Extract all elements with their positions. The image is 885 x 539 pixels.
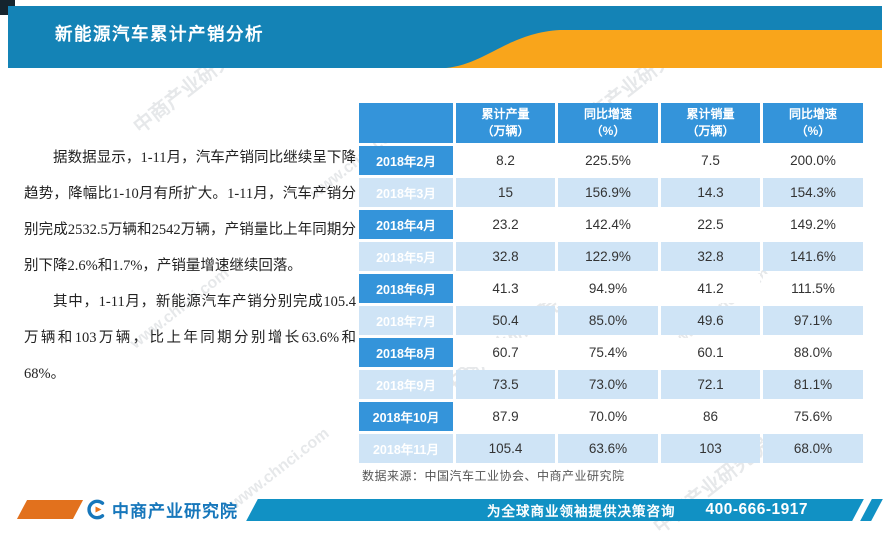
table-row: 2018年2月 8.2 225.5% 7.5 200.0% xyxy=(359,146,863,175)
cell-production: 105.4 xyxy=(456,434,555,463)
row-month-cell: 2018年9月 xyxy=(359,370,453,399)
table-header: 累计产量 （万辆） 同比增速 （%） 累计销量 （万辆） 同比增速 （%） xyxy=(359,103,863,143)
col-label: 累计产量 xyxy=(481,107,530,122)
row-month-cell: 2018年11月 xyxy=(359,434,453,463)
col-header-sales-growth: 同比增速 （%） xyxy=(763,103,863,143)
orange-swoosh xyxy=(446,30,882,68)
cell-sales: 32.8 xyxy=(661,242,760,271)
logo-icon xyxy=(86,499,107,520)
col-header-production: 累计产量 （万辆） xyxy=(456,103,555,143)
cell-sales_growth: 75.6% xyxy=(763,402,863,431)
cell-prod_growth: 85.0% xyxy=(558,306,658,335)
row-month-cell: 2018年5月 xyxy=(359,242,453,271)
table-row: 2018年9月 73.5 73.0% 72.1 81.1% xyxy=(359,370,863,399)
col-unit: （万辆） xyxy=(481,124,530,138)
row-month-cell: 2018年8月 xyxy=(359,338,453,367)
cell-production: 8.2 xyxy=(456,146,555,175)
cell-sales_growth: 200.0% xyxy=(763,146,863,175)
cell-production: 60.7 xyxy=(456,338,555,367)
footer-banner: 为全球商业领袖提供决策咨询 400-666-1917 xyxy=(246,499,864,521)
title-bar: 新能源汽车累计产销分析 xyxy=(8,6,882,68)
cell-sales_growth: 111.5% xyxy=(763,274,863,303)
cell-sales_growth: 97.1% xyxy=(763,306,863,335)
paragraph-1: 据数据显示，1-11月，汽车产销同比继续呈下降趋势，降幅比1-10月有所扩大。1… xyxy=(24,150,356,274)
cell-sales: 7.5 xyxy=(661,146,760,175)
cell-sales: 22.5 xyxy=(661,210,760,239)
footer-orange-shape xyxy=(16,500,84,519)
cell-prod_growth: 122.9% xyxy=(558,242,658,271)
analysis-text: 据数据显示，1-11月，汽车产销同比继续呈下降趋势，降幅比1-10月有所扩大。1… xyxy=(24,140,356,392)
col-label: 同比增速 xyxy=(583,107,632,122)
cell-prod_growth: 225.5% xyxy=(558,146,658,175)
col-label: 同比增速 xyxy=(788,107,837,122)
cell-production: 41.3 xyxy=(456,274,555,303)
logo: 中商产业研究院 xyxy=(86,496,238,522)
table-body: 2018年2月 8.2 225.5% 7.5 200.0% 2018年3月 15 156.9%… xyxy=(359,146,863,463)
footer: 中商产业研究院 为全球商业领袖提供决策咨询 400-666-1917 xyxy=(0,494,885,525)
cell-sales: 103 xyxy=(661,434,760,463)
cell-sales_growth: 68.0% xyxy=(763,434,863,463)
cell-production: 73.5 xyxy=(456,370,555,399)
footer-slogan: 为全球商业领袖提供决策咨询 xyxy=(486,504,676,519)
cell-sales_growth: 149.2% xyxy=(763,210,863,239)
row-month-cell: 2018年7月 xyxy=(359,306,453,335)
cell-sales: 72.1 xyxy=(661,370,760,399)
cell-sales: 41.2 xyxy=(661,274,760,303)
col-label: 累计销量 xyxy=(686,107,735,122)
table-row: 2018年4月 23.2 142.4% 22.5 149.2% xyxy=(359,210,863,239)
cell-sales: 86 xyxy=(661,402,760,431)
table-row: 2018年8月 60.7 75.4% 60.1 88.0% xyxy=(359,338,863,367)
col-unit: （万辆） xyxy=(686,124,735,138)
cell-sales_growth: 81.1% xyxy=(763,370,863,399)
col-unit: （%） xyxy=(590,124,626,138)
col-header-sales: 累计销量 （万辆） xyxy=(661,103,760,143)
row-month-cell: 2018年2月 xyxy=(359,146,453,175)
table-row: 2018年11月 105.4 63.6% 103 68.0% xyxy=(359,434,863,463)
table-row: 2018年5月 32.8 122.9% 32.8 141.6% xyxy=(359,242,863,271)
page-title: 新能源汽车累计产销分析 xyxy=(55,23,264,44)
paragraph-2: 其中，1-11月，新能源汽车产销分别完成105.4万辆和103万辆，比上年同期分… xyxy=(24,294,356,382)
cell-sales: 60.1 xyxy=(661,338,760,367)
col-unit: （%） xyxy=(795,124,831,138)
cell-sales_growth: 154.3% xyxy=(763,178,863,207)
cell-sales_growth: 141.6% xyxy=(763,242,863,271)
cell-prod_growth: 75.4% xyxy=(558,338,658,367)
cell-prod_growth: 142.4% xyxy=(558,210,658,239)
corner-header-cell xyxy=(359,103,453,143)
cell-prod_growth: 156.9% xyxy=(558,178,658,207)
row-month-cell: 2018年6月 xyxy=(359,274,453,303)
col-header-production-growth: 同比增速 （%） xyxy=(558,103,658,143)
cell-prod_growth: 70.0% xyxy=(558,402,658,431)
title-bar-background xyxy=(8,6,882,68)
cell-sales: 14.3 xyxy=(661,178,760,207)
table-row: 2018年6月 41.3 94.9% 41.2 111.5% xyxy=(359,274,863,303)
cell-prod_growth: 94.9% xyxy=(558,274,658,303)
data-table: 累计产量 （万辆） 同比增速 （%） 累计销量 （万辆） 同比增速 （%） 20… xyxy=(356,100,866,466)
data-source: 数据来源：中国汽车工业协会、中商产业研究院 xyxy=(362,469,625,483)
cell-prod_growth: 63.6% xyxy=(558,434,658,463)
row-month-cell: 2018年4月 xyxy=(359,210,453,239)
table-header-row: 累计产量 （万辆） 同比增速 （%） 累计销量 （万辆） 同比增速 （%） xyxy=(359,103,863,143)
cell-production: 87.9 xyxy=(456,402,555,431)
cell-sales_growth: 88.0% xyxy=(763,338,863,367)
cell-production: 50.4 xyxy=(456,306,555,335)
cell-production: 15 xyxy=(456,178,555,207)
table-row: 2018年3月 15 156.9% 14.3 154.3% xyxy=(359,178,863,207)
table-row: 2018年10月 87.9 70.0% 86 75.6% xyxy=(359,402,863,431)
table-row: 2018年7月 50.4 85.0% 49.6 97.1% xyxy=(359,306,863,335)
footer-banner-accent xyxy=(860,499,883,521)
cell-prod_growth: 73.0% xyxy=(558,370,658,399)
logo-text: 中商产业研究院 xyxy=(112,501,238,521)
row-month-cell: 2018年10月 xyxy=(359,402,453,431)
cell-production: 23.2 xyxy=(456,210,555,239)
cell-sales: 49.6 xyxy=(661,306,760,335)
row-month-cell: 2018年3月 xyxy=(359,178,453,207)
cell-production: 32.8 xyxy=(456,242,555,271)
footer-phone: 400-666-1917 xyxy=(705,501,808,518)
